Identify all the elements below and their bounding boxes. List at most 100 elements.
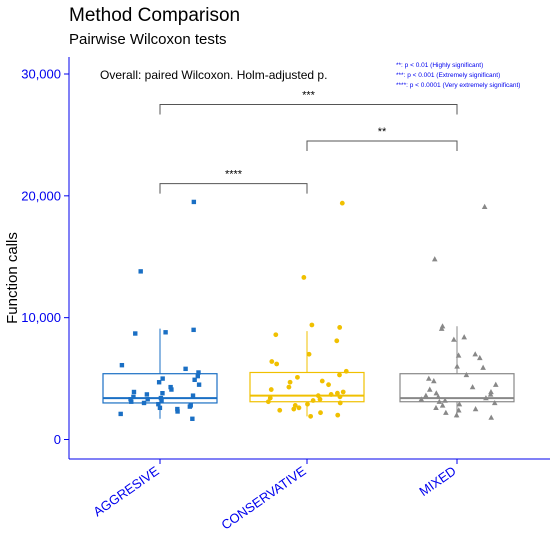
data-point bbox=[337, 372, 342, 378]
data-point bbox=[426, 386, 433, 392]
data-point bbox=[455, 352, 462, 358]
data-point bbox=[456, 401, 463, 407]
data-point bbox=[138, 269, 143, 274]
significance-bracket bbox=[306, 140, 458, 152]
data-point bbox=[159, 398, 164, 403]
data-point bbox=[192, 377, 197, 383]
plot-area: 0 10,000 20,000 30,000 AGGRESIVE CONSERVATIVE… bbox=[21, 67, 515, 533]
data-point bbox=[269, 359, 275, 364]
significance-label: ** bbox=[378, 126, 387, 138]
data-point bbox=[335, 412, 341, 418]
data-point bbox=[337, 394, 343, 400]
data-point bbox=[156, 401, 161, 407]
data-point bbox=[196, 382, 202, 387]
data-point bbox=[326, 382, 331, 388]
significance-legend-line-3: ****: p < 0.0001 (Very extremely signifi… bbox=[396, 82, 520, 89]
significance-bracket bbox=[159, 183, 308, 194]
data-point bbox=[119, 362, 125, 368]
y-axis-label: Function calls bbox=[4, 232, 21, 324]
data-point bbox=[318, 410, 323, 416]
data-point bbox=[163, 330, 168, 335]
data-point bbox=[157, 405, 163, 411]
data-point bbox=[133, 331, 138, 336]
data-point bbox=[315, 393, 321, 399]
data-point bbox=[472, 406, 479, 412]
data-point bbox=[469, 384, 476, 390]
data-point bbox=[451, 336, 457, 342]
data-point bbox=[339, 200, 345, 206]
data-point bbox=[454, 363, 460, 369]
data-point bbox=[141, 400, 147, 406]
data-point bbox=[301, 275, 307, 280]
data-point bbox=[463, 371, 470, 378]
data-point bbox=[319, 378, 325, 384]
data-point bbox=[334, 338, 340, 344]
data-point bbox=[310, 398, 316, 403]
chart-title: Method Comparison bbox=[69, 5, 240, 26]
data-point bbox=[426, 375, 432, 381]
data-point bbox=[131, 394, 136, 400]
data-point bbox=[156, 380, 162, 385]
y-tick-label: 0 bbox=[54, 432, 61, 447]
data-point bbox=[461, 334, 468, 340]
overall-test-annotation: Overall: paired Wilcoxon. Holm-adjusted … bbox=[100, 68, 327, 82]
data-point bbox=[131, 389, 137, 395]
data-point bbox=[328, 392, 334, 397]
data-point bbox=[480, 364, 486, 370]
data-point bbox=[491, 399, 498, 406]
data-point bbox=[191, 327, 196, 333]
data-point bbox=[477, 354, 483, 361]
data-point bbox=[443, 409, 449, 415]
data-point bbox=[492, 381, 499, 387]
data-point bbox=[431, 378, 437, 384]
data-point bbox=[168, 384, 173, 390]
data-point bbox=[291, 406, 297, 412]
data-point bbox=[169, 387, 174, 392]
x-tick-label: AGGRESIVE bbox=[90, 463, 162, 519]
data-point bbox=[265, 399, 271, 405]
x-tick-label: CONSERVATIVE bbox=[218, 463, 309, 533]
data-point bbox=[190, 416, 195, 421]
data-point bbox=[191, 199, 197, 205]
data-point bbox=[483, 395, 489, 401]
significance-legend-line-1: **: p < 0.01 (Highly significant) bbox=[396, 62, 483, 69]
data-point bbox=[292, 402, 298, 408]
data-point bbox=[195, 373, 200, 379]
data-point bbox=[160, 376, 165, 381]
significance-label: **** bbox=[225, 169, 243, 181]
y-tick-label: 20,000 bbox=[21, 188, 61, 203]
data-point bbox=[175, 406, 180, 412]
data-point bbox=[118, 411, 123, 417]
data-point bbox=[431, 256, 438, 262]
data-point bbox=[439, 402, 446, 408]
data-point bbox=[487, 391, 494, 397]
data-point bbox=[267, 395, 273, 401]
significance-bracket bbox=[159, 103, 458, 115]
box-rect bbox=[399, 373, 515, 403]
data-point bbox=[287, 379, 293, 385]
data-point bbox=[296, 405, 302, 411]
data-point bbox=[488, 414, 495, 420]
data-point bbox=[196, 370, 201, 375]
data-point bbox=[453, 412, 460, 418]
data-point bbox=[343, 368, 349, 374]
data-point bbox=[488, 388, 494, 395]
data-point bbox=[418, 396, 425, 402]
data-point bbox=[175, 409, 180, 414]
data-point bbox=[128, 397, 133, 402]
data-point bbox=[160, 391, 165, 396]
data-point bbox=[183, 366, 188, 372]
data-point bbox=[433, 404, 439, 411]
data-point bbox=[295, 374, 300, 380]
data-point bbox=[144, 392, 150, 397]
data-point bbox=[187, 404, 193, 409]
data-point bbox=[190, 393, 196, 398]
data-point bbox=[305, 401, 310, 407]
data-point bbox=[442, 397, 448, 403]
data-point bbox=[337, 400, 343, 406]
data-point bbox=[317, 396, 323, 402]
y-tick-label: 10,000 bbox=[21, 310, 61, 325]
data-point bbox=[340, 389, 346, 395]
data-point bbox=[308, 413, 314, 419]
data-point bbox=[337, 325, 343, 330]
